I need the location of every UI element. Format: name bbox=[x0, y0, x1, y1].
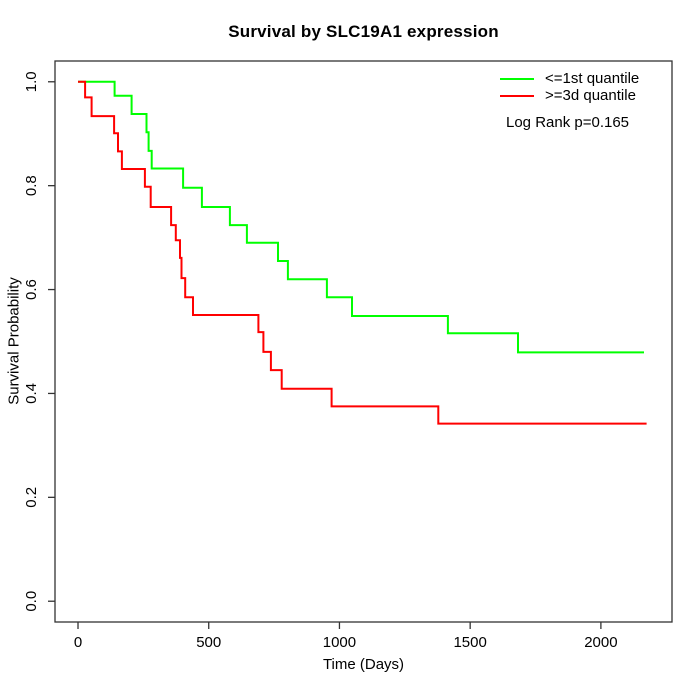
plot-box bbox=[54, 60, 673, 623]
y-tick-label: 0.6 bbox=[23, 279, 40, 300]
chart-title: Survival by SLC19A1 expression bbox=[228, 22, 499, 41]
y-tick-label: 0.0 bbox=[23, 591, 40, 612]
y-tick-label: 0.8 bbox=[23, 175, 40, 196]
legend-label-third-quantile: >=3d quantile bbox=[545, 87, 636, 104]
logrank-pvalue: Log Rank p=0.165 bbox=[506, 114, 630, 131]
legend-key-line-green bbox=[500, 77, 534, 80]
legend-item-third-quantile: >=3d quantile bbox=[500, 87, 639, 104]
x-axis-title: Time (Days) bbox=[322, 656, 405, 673]
legend-item-first-quantile: <=1st quantile bbox=[500, 70, 639, 87]
legend-label-first-quantile: <=1st quantile bbox=[545, 70, 640, 87]
x-tick-label: 1500 bbox=[453, 634, 486, 651]
legend: <=1st quantile >=3d quantile Log Rank p=… bbox=[500, 70, 639, 131]
y-tick-label: 1.0 bbox=[23, 71, 40, 92]
x-tick-label: 500 bbox=[196, 634, 221, 651]
legend-key-line-red bbox=[500, 94, 534, 97]
y-tick-label: 0.2 bbox=[23, 487, 40, 508]
x-tick-label: 2000 bbox=[584, 634, 617, 651]
x-tick-label: 1000 bbox=[323, 634, 356, 651]
survival-curve-red bbox=[78, 80, 647, 425]
y-axis-title: Survival Probability bbox=[5, 277, 23, 405]
x-tick-label: 0 bbox=[74, 634, 82, 651]
survival-curve-green bbox=[78, 80, 644, 354]
y-tick-label: 0.4 bbox=[23, 383, 40, 404]
